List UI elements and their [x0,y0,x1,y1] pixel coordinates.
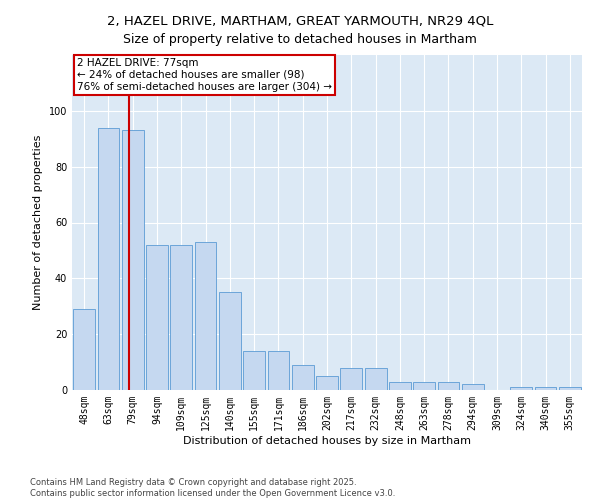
Bar [535,387,556,390]
Bar [340,368,362,390]
X-axis label: Distribution of detached houses by size in Martham: Distribution of detached houses by size … [183,436,471,446]
Bar [268,351,289,390]
Bar [122,130,143,390]
Text: 2 HAZEL DRIVE: 77sqm
← 24% of detached houses are smaller (98)
76% of semi-detac: 2 HAZEL DRIVE: 77sqm ← 24% of detached h… [77,58,332,92]
Bar [365,368,386,390]
Bar [97,128,119,390]
Bar [389,382,411,390]
Bar [194,242,217,390]
Bar [511,387,532,390]
Bar [437,382,460,390]
Bar [146,245,168,390]
Bar [243,351,265,390]
Bar [559,387,581,390]
Text: 2, HAZEL DRIVE, MARTHAM, GREAT YARMOUTH, NR29 4QL: 2, HAZEL DRIVE, MARTHAM, GREAT YARMOUTH,… [107,15,493,28]
Bar [413,382,435,390]
Text: Size of property relative to detached houses in Martham: Size of property relative to detached ho… [123,32,477,46]
Y-axis label: Number of detached properties: Number of detached properties [33,135,43,310]
Bar [292,365,314,390]
Bar [73,309,95,390]
Bar [316,376,338,390]
Text: Contains HM Land Registry data © Crown copyright and database right 2025.
Contai: Contains HM Land Registry data © Crown c… [30,478,395,498]
Bar [170,245,192,390]
Bar [219,292,241,390]
Bar [462,384,484,390]
